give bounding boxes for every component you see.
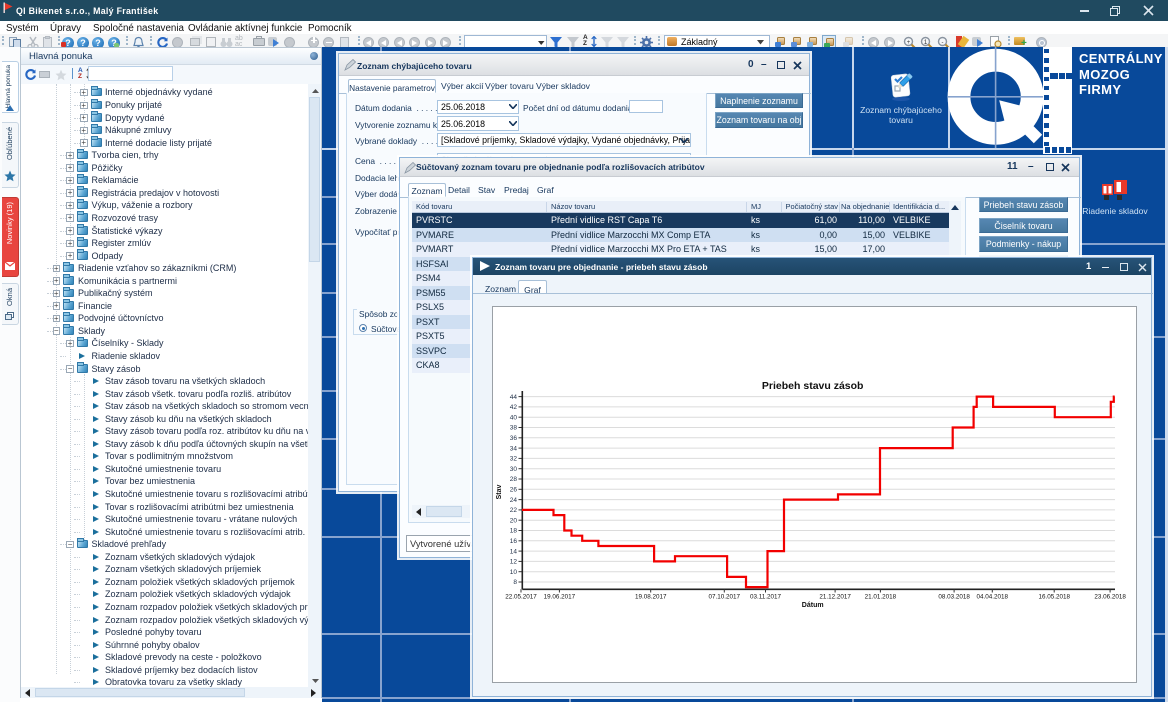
svg-text:04.04.2018: 04.04.2018 xyxy=(977,594,1009,601)
svg-text:18: 18 xyxy=(510,528,518,535)
svg-text:28: 28 xyxy=(510,476,518,483)
svg-text:Dátum: Dátum xyxy=(802,602,824,609)
svg-text:42: 42 xyxy=(510,404,518,411)
svg-text:03.11.2017: 03.11.2017 xyxy=(750,594,782,601)
svg-text:Priebeh stavu zásob: Priebeh stavu zásob xyxy=(762,380,864,392)
svg-text:32: 32 xyxy=(510,456,518,463)
svg-text:16: 16 xyxy=(510,538,518,545)
svg-text:07.10.2017: 07.10.2017 xyxy=(709,594,741,601)
svg-text:26: 26 xyxy=(510,487,518,494)
svg-text:38: 38 xyxy=(510,425,518,432)
svg-text:22: 22 xyxy=(510,507,518,514)
svg-text:Stav: Stav xyxy=(496,485,503,500)
svg-text:44: 44 xyxy=(510,394,518,401)
svg-text:1: 1 xyxy=(924,40,928,46)
svg-text:40: 40 xyxy=(510,414,518,421)
svg-text:36: 36 xyxy=(510,435,518,442)
svg-text:21.01.2018: 21.01.2018 xyxy=(865,594,897,601)
svg-text:08.03.2018: 08.03.2018 xyxy=(938,594,970,601)
svg-text:22.05.2017: 22.05.2017 xyxy=(505,594,537,601)
svg-text:8: 8 xyxy=(513,579,517,586)
svg-text:23.06.2018: 23.06.2018 xyxy=(1094,594,1126,601)
svg-text:34: 34 xyxy=(510,445,518,452)
svg-text:+: + xyxy=(907,40,911,46)
svg-text:19.06.2017: 19.06.2017 xyxy=(544,594,576,601)
svg-text:14: 14 xyxy=(510,548,518,555)
svg-text:30: 30 xyxy=(510,466,518,473)
svg-text:24: 24 xyxy=(510,497,518,504)
svg-text:20: 20 xyxy=(510,517,518,524)
svg-text:19.08.2017: 19.08.2017 xyxy=(635,594,667,601)
svg-text:16.05.2018: 16.05.2018 xyxy=(1038,594,1070,601)
svg-text:-: - xyxy=(942,40,944,46)
svg-text:10: 10 xyxy=(510,569,518,576)
svg-text:12: 12 xyxy=(510,559,518,566)
svg-text:21.12.2017: 21.12.2017 xyxy=(819,594,851,601)
